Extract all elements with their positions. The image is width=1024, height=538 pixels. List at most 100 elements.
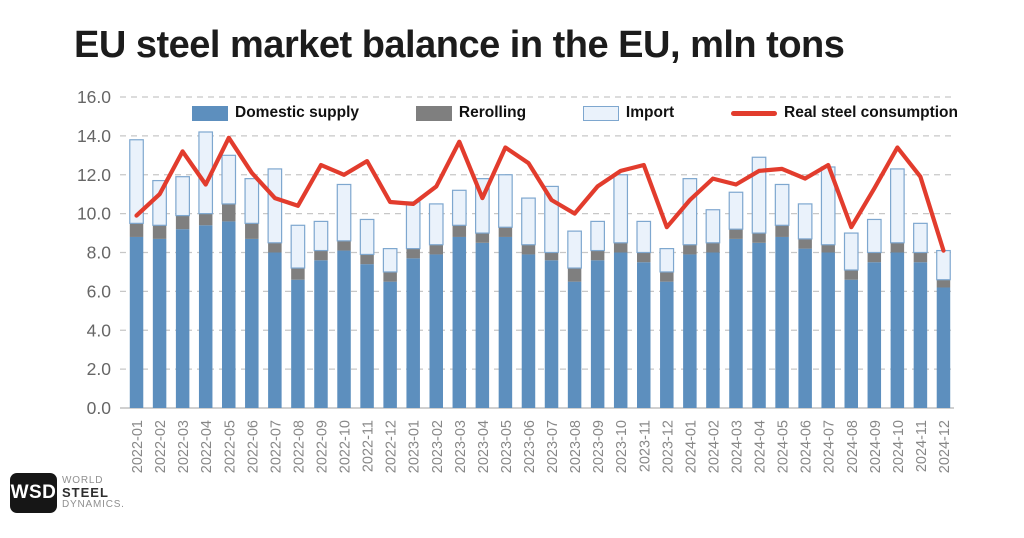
chart-title: EU steel market balance in the EU, mln t… xyxy=(74,24,845,66)
legend-item-real-steel-consumption: Real steel consumption xyxy=(731,104,958,122)
bar-segment-domestic-supply xyxy=(198,225,213,408)
bar-segment-domestic-supply xyxy=(729,238,743,408)
bar-segment-domestic-supply xyxy=(175,229,190,408)
bar-segment-rerolling xyxy=(129,223,144,237)
x-axis-label: 2022-04 xyxy=(199,420,215,473)
bar-segment-rerolling xyxy=(475,233,490,243)
bar-segment-domestic-supply xyxy=(314,260,328,408)
bar-segment-domestic-supply xyxy=(337,250,351,408)
bar-segment-rerolling xyxy=(152,225,167,239)
bar-segment-domestic-supply xyxy=(590,260,605,408)
bar-segment-domestic-supply xyxy=(890,252,905,408)
bar-segment-domestic-supply xyxy=(291,279,305,408)
bar-segment-domestic-supply xyxy=(475,242,490,408)
bar-segment-rerolling xyxy=(775,225,789,237)
bar-segment-domestic-supply xyxy=(498,236,513,408)
wsd-logo-world: WORLD xyxy=(62,474,104,486)
bar-segment-rerolling xyxy=(268,242,282,253)
bar-segment-import xyxy=(521,197,536,246)
bar-segment-domestic-supply xyxy=(152,238,167,408)
y-axis-label: 8.0 xyxy=(87,243,112,263)
bar-segment-domestic-supply xyxy=(798,248,812,408)
bar-segment-import xyxy=(613,174,629,244)
x-axis-label: 2022-05 xyxy=(222,420,238,473)
bar-segment-domestic-supply xyxy=(268,252,282,408)
bar-segment-rerolling xyxy=(613,242,628,253)
bar-segment-rerolling xyxy=(752,233,766,243)
x-axis-label: 2023-12 xyxy=(660,420,676,473)
bar-segment-domestic-supply xyxy=(245,238,259,408)
domestic-supply-swatch-icon xyxy=(192,105,228,121)
x-axis-label: 2022-12 xyxy=(384,420,400,473)
bar-segment-rerolling xyxy=(637,252,651,263)
bar-segment-domestic-supply xyxy=(429,254,443,408)
bar-segment-import xyxy=(843,232,859,271)
real-steel-consumption-line xyxy=(134,135,946,253)
bar-segment-import xyxy=(359,218,375,256)
bar-segment-import xyxy=(659,248,675,273)
bar-segment-rerolling xyxy=(452,225,467,237)
x-axis-label: 2023-03 xyxy=(453,420,469,473)
bar-segment-rerolling xyxy=(383,271,397,282)
x-axis-label: 2023-06 xyxy=(522,420,538,473)
x-axis-label: 2023-01 xyxy=(407,420,423,473)
x-axis-label: 2024-09 xyxy=(868,420,884,473)
bar-segment-rerolling xyxy=(175,215,190,230)
bar-segment-domestic-supply xyxy=(913,262,928,408)
bar-segment-rerolling xyxy=(360,254,374,265)
x-axis-label: 2023-08 xyxy=(568,420,584,473)
bar-segment-rerolling xyxy=(544,252,559,261)
x-axis-label: 2024-12 xyxy=(937,420,953,473)
bar-segment-domestic-supply xyxy=(406,258,420,408)
legend-label-domestic-supply: Domestic supply xyxy=(235,104,360,121)
rerolling-swatch-icon xyxy=(415,105,452,121)
bar-segment-rerolling xyxy=(245,223,259,239)
bar-segment-import xyxy=(336,183,352,242)
bar-segment-rerolling xyxy=(844,269,858,280)
bar-segment-import xyxy=(567,230,582,269)
bar-segment-domestic-supply xyxy=(452,236,467,408)
bar-segment-domestic-supply xyxy=(567,281,582,408)
legend-item-import: Import xyxy=(582,104,675,122)
x-axis-label: 2024-11 xyxy=(914,420,930,472)
bar-segment-domestic-supply xyxy=(129,236,144,408)
bar-segment-domestic-supply xyxy=(867,262,882,408)
bar-segment-domestic-supply xyxy=(222,221,236,408)
bar-segment-import xyxy=(682,178,698,246)
bar-segment-import xyxy=(267,168,283,244)
bar-segment-import xyxy=(175,176,190,217)
y-axis-label: 4.0 xyxy=(87,320,112,340)
bar-segment-rerolling xyxy=(706,242,720,253)
bar-segment-import xyxy=(913,222,928,254)
legend-item-domestic-supply: Domestic supply xyxy=(192,104,359,122)
bar-segment-rerolling xyxy=(867,252,882,263)
bar-segment-import xyxy=(129,139,144,224)
y-axis-label: 0.0 xyxy=(87,398,112,418)
x-axis-label: 2024-01 xyxy=(683,420,699,473)
bar-segment-import xyxy=(936,249,951,281)
bar-segment-rerolling xyxy=(821,244,835,253)
bar-segment-rerolling xyxy=(936,279,951,288)
bar-segment-domestic-supply xyxy=(706,252,720,408)
bar-segment-rerolling xyxy=(498,227,513,237)
y-axis-label: 6.0 xyxy=(87,281,112,301)
bar-segment-domestic-supply xyxy=(683,254,697,408)
bar-segment-rerolling xyxy=(683,244,697,255)
x-axis-label: 2024-10 xyxy=(891,420,907,473)
legend-label-import: Import xyxy=(625,104,675,121)
bar-segment-domestic-supply xyxy=(637,262,651,408)
x-axis-label: 2023-10 xyxy=(614,420,630,473)
bar-segment-import xyxy=(382,248,398,273)
bar-segment-rerolling xyxy=(429,244,443,255)
x-axis-label: 2022-08 xyxy=(291,420,307,473)
x-axis-label: 2024-04 xyxy=(753,420,769,473)
bar-segment-import xyxy=(890,168,905,244)
bar-segment-import xyxy=(405,201,421,250)
x-axis-label: 2024-07 xyxy=(822,420,838,473)
legend-label-rerolling: Rerolling xyxy=(458,104,527,121)
bar-segment-domestic-supply xyxy=(775,236,789,408)
bar-segment-import xyxy=(728,191,744,230)
bar-segment-import xyxy=(774,183,790,226)
y-axis-label: 14.0 xyxy=(77,126,111,146)
legend-item-rerolling: Rerolling xyxy=(415,104,527,122)
